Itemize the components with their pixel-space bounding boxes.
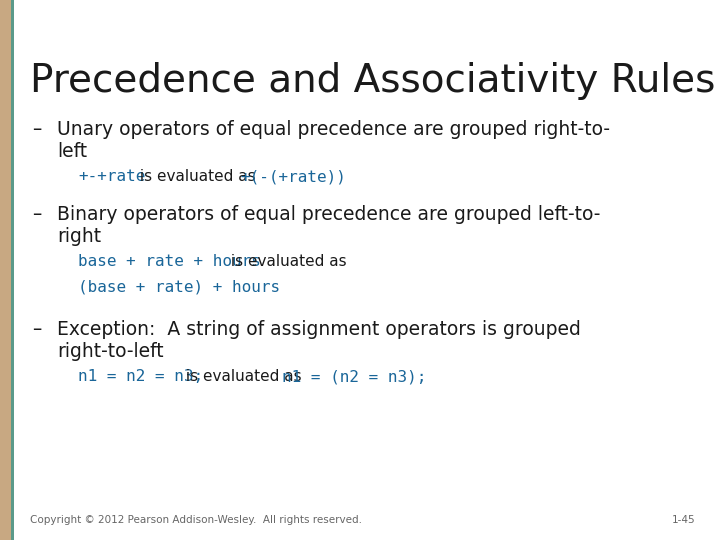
Text: –: – [32,320,41,339]
Text: Exception:  A string of assignment operators is grouped: Exception: A string of assignment operat… [57,320,581,339]
Text: Precedence and Associativity Rules: Precedence and Associativity Rules [30,62,716,100]
Text: is evaluated as: is evaluated as [226,254,346,269]
Text: n1 = n2 = n3;: n1 = n2 = n3; [78,369,203,384]
Text: n1 = (n2 = n3);: n1 = (n2 = n3); [282,369,426,384]
Text: is evaluated as: is evaluated as [181,369,307,384]
Text: 1-45: 1-45 [671,515,695,525]
Text: +(-(+rate)): +(-(+rate)) [240,169,346,184]
Bar [11,0,14,540]
Text: Unary operators of equal precedence are grouped right-to-: Unary operators of equal precedence are … [57,120,610,139]
Text: +-+rate: +-+rate [78,169,145,184]
Text: Copyright © 2012 Pearson Addison-Wesley.  All rights reserved.: Copyright © 2012 Pearson Addison-Wesley.… [30,515,362,525]
Text: –: – [32,205,41,224]
Text: right-to-left: right-to-left [57,342,163,361]
Text: is evaluated as: is evaluated as [135,169,261,184]
Bar [0,0,11,540]
Text: Binary operators of equal precedence are grouped left-to-: Binary operators of equal precedence are… [57,205,600,224]
Text: right: right [57,227,101,246]
Text: left: left [57,142,87,161]
Text: (base + rate) + hours: (base + rate) + hours [78,279,280,294]
Text: –: – [32,120,41,139]
Text: base + rate + hours: base + rate + hours [78,254,261,269]
